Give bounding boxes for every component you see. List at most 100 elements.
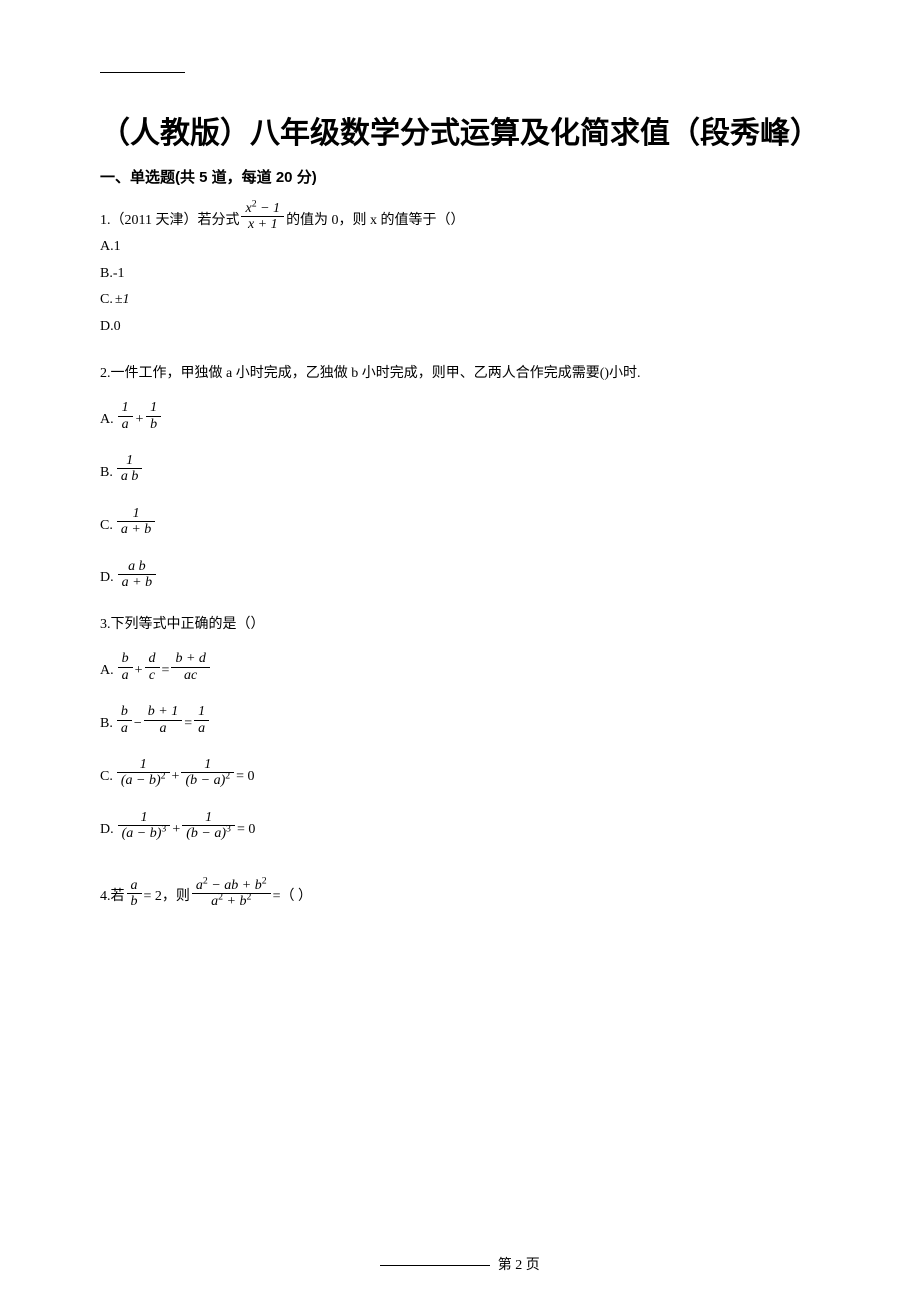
q2-a-label: A. [100, 408, 114, 432]
q3-a-label: A. [100, 659, 114, 683]
eq: = [162, 659, 170, 683]
num: 1 [146, 400, 161, 415]
q1-suffix: 的值为 0，则 x 的值等于（） [286, 208, 465, 233]
q2-c-frac: 1 a + b [117, 506, 155, 538]
q2-c-label: C. [100, 514, 113, 538]
den: a b [117, 469, 143, 484]
q4-suffix: =（ ） [273, 884, 312, 909]
den: a [194, 721, 209, 736]
section-header: 一、单选题(共 5 道，每道 20 分) [100, 166, 820, 187]
eq: = [184, 712, 192, 736]
q2-b-frac: 1 a b [117, 453, 143, 485]
num: b [118, 651, 133, 666]
num: 1 [129, 506, 144, 521]
q3-option-d: D. 1 (a − b)3 + 1 (b − a)3 = 0 [100, 810, 820, 842]
q3-d-f1: 1 (a − b)3 [118, 810, 171, 842]
q1-c-val: ±1 [115, 288, 130, 312]
den: b [146, 417, 161, 432]
num: b [117, 704, 132, 719]
den: a + b [117, 522, 155, 537]
den: ac [180, 668, 201, 683]
num: 1 [194, 704, 209, 719]
q3-b-label: B. [100, 712, 113, 736]
den: a [117, 721, 132, 736]
header-rule [100, 72, 185, 73]
footer-rule [380, 1265, 490, 1266]
num: b + 1 [144, 704, 182, 719]
q3-c-f1: 1 (a − b)2 [117, 757, 170, 789]
den: (a − b)2 [117, 773, 170, 788]
minus: − [134, 712, 142, 736]
q2-stem: 2.一件工作，甲独做 a 小时完成，乙独做 b 小时完成，则甲、乙两人合作完成需… [100, 361, 820, 386]
plus: + [135, 408, 144, 432]
q1-fraction: x2 − 1 x + 1 [241, 201, 284, 233]
question-4: 4.若 a b = 2 ，则 a2 − ab + b2 a2 + b2 =（ ） [100, 878, 820, 910]
q3-b-f2: b + 1 a [144, 704, 182, 736]
num: b + d [171, 651, 209, 666]
tail: = 0 [237, 818, 255, 842]
question-2: 2.一件工作，甲独做 a 小时完成，乙独做 b 小时完成，则甲、乙两人合作完成需… [100, 361, 820, 590]
num: 1 [200, 757, 215, 772]
q4-prefix: 4.若 [100, 884, 125, 909]
page-title: （人教版）八年级数学分式运算及化简求值（段秀峰） [100, 110, 820, 158]
den: a [155, 721, 170, 736]
q2-option-d: D. a b a + b [100, 559, 820, 591]
q2-a-frac2: 1 b [146, 400, 161, 432]
q1-prefix: 1.（2011 天津）若分式 [100, 208, 239, 233]
q3-d-f2: 1 (b − a)3 [182, 810, 235, 842]
den: a2 + b2 [207, 894, 255, 909]
question-1: 1.（2011 天津）若分式 x2 − 1 x + 1 的值为 0，则 x 的值… [100, 201, 820, 339]
den: a + b [118, 575, 156, 590]
page-footer: 第 2 页 [0, 1254, 920, 1274]
num: d [145, 651, 160, 666]
q2-option-b: B. 1 a b [100, 453, 820, 485]
q2-option-c: C. 1 a + b [100, 506, 820, 538]
q3-d-label: D. [100, 818, 114, 842]
num: 1 [136, 810, 151, 825]
q2-option-a: A. 1 a + 1 b [100, 400, 820, 432]
q4-f1: a b [127, 878, 142, 910]
q1-option-d: D.0 [100, 315, 820, 339]
q3-a-f1: b a [118, 651, 133, 683]
q3-option-a: A. b a + d c = b + d ac [100, 651, 820, 683]
num: a [127, 878, 142, 893]
q3-c-f2: 1 (b − a)2 [181, 757, 234, 789]
q1-option-c: C. ±1 [100, 288, 820, 312]
q3-a-f3: b + d ac [171, 651, 209, 683]
num: 1 [136, 757, 151, 772]
q1-c-label: C. [100, 288, 113, 312]
tail: = 0 [236, 765, 254, 789]
num: 1 [122, 453, 137, 468]
q2-b-label: B. [100, 461, 113, 485]
num: a b [124, 559, 150, 574]
q3-b-f1: b a [117, 704, 132, 736]
q2-d-label: D. [100, 566, 114, 590]
q3-a-f2: d c [145, 651, 160, 683]
q1-frac-num: x2 − 1 [241, 201, 284, 216]
q1-option-b: B.-1 [100, 262, 820, 286]
page-number: 第 2 页 [498, 1258, 540, 1273]
den: a [118, 668, 133, 683]
q4-stem: 4.若 a b = 2 ，则 a2 − ab + b2 a2 + b2 =（ ） [100, 878, 820, 910]
plus: + [172, 765, 180, 789]
plus: + [172, 818, 180, 842]
num: a2 − ab + b2 [192, 878, 271, 893]
q4-mid: ，则 [162, 884, 190, 909]
den: (b − a)2 [181, 773, 234, 788]
den: a [118, 417, 133, 432]
den: b [127, 894, 142, 909]
q3-c-label: C. [100, 765, 113, 789]
q3-option-b: B. b a − b + 1 a = 1 a [100, 704, 820, 736]
q3-option-c: C. 1 (a − b)2 + 1 (b − a)2 = 0 [100, 757, 820, 789]
eq1: = 2 [144, 884, 162, 909]
q3-stem: 3.下列等式中正确的是（） [100, 612, 820, 637]
den: (a − b)3 [118, 826, 171, 841]
q4-f2: a2 − ab + b2 a2 + b2 [192, 878, 271, 910]
num: 1 [118, 400, 133, 415]
question-3: 3.下列等式中正确的是（） A. b a + d c = b + d ac B.… [100, 612, 820, 841]
num: 1 [201, 810, 216, 825]
q2-d-frac: a b a + b [118, 559, 156, 591]
den: c [145, 668, 159, 683]
plus: + [135, 659, 143, 683]
q2-a-frac1: 1 a [118, 400, 133, 432]
